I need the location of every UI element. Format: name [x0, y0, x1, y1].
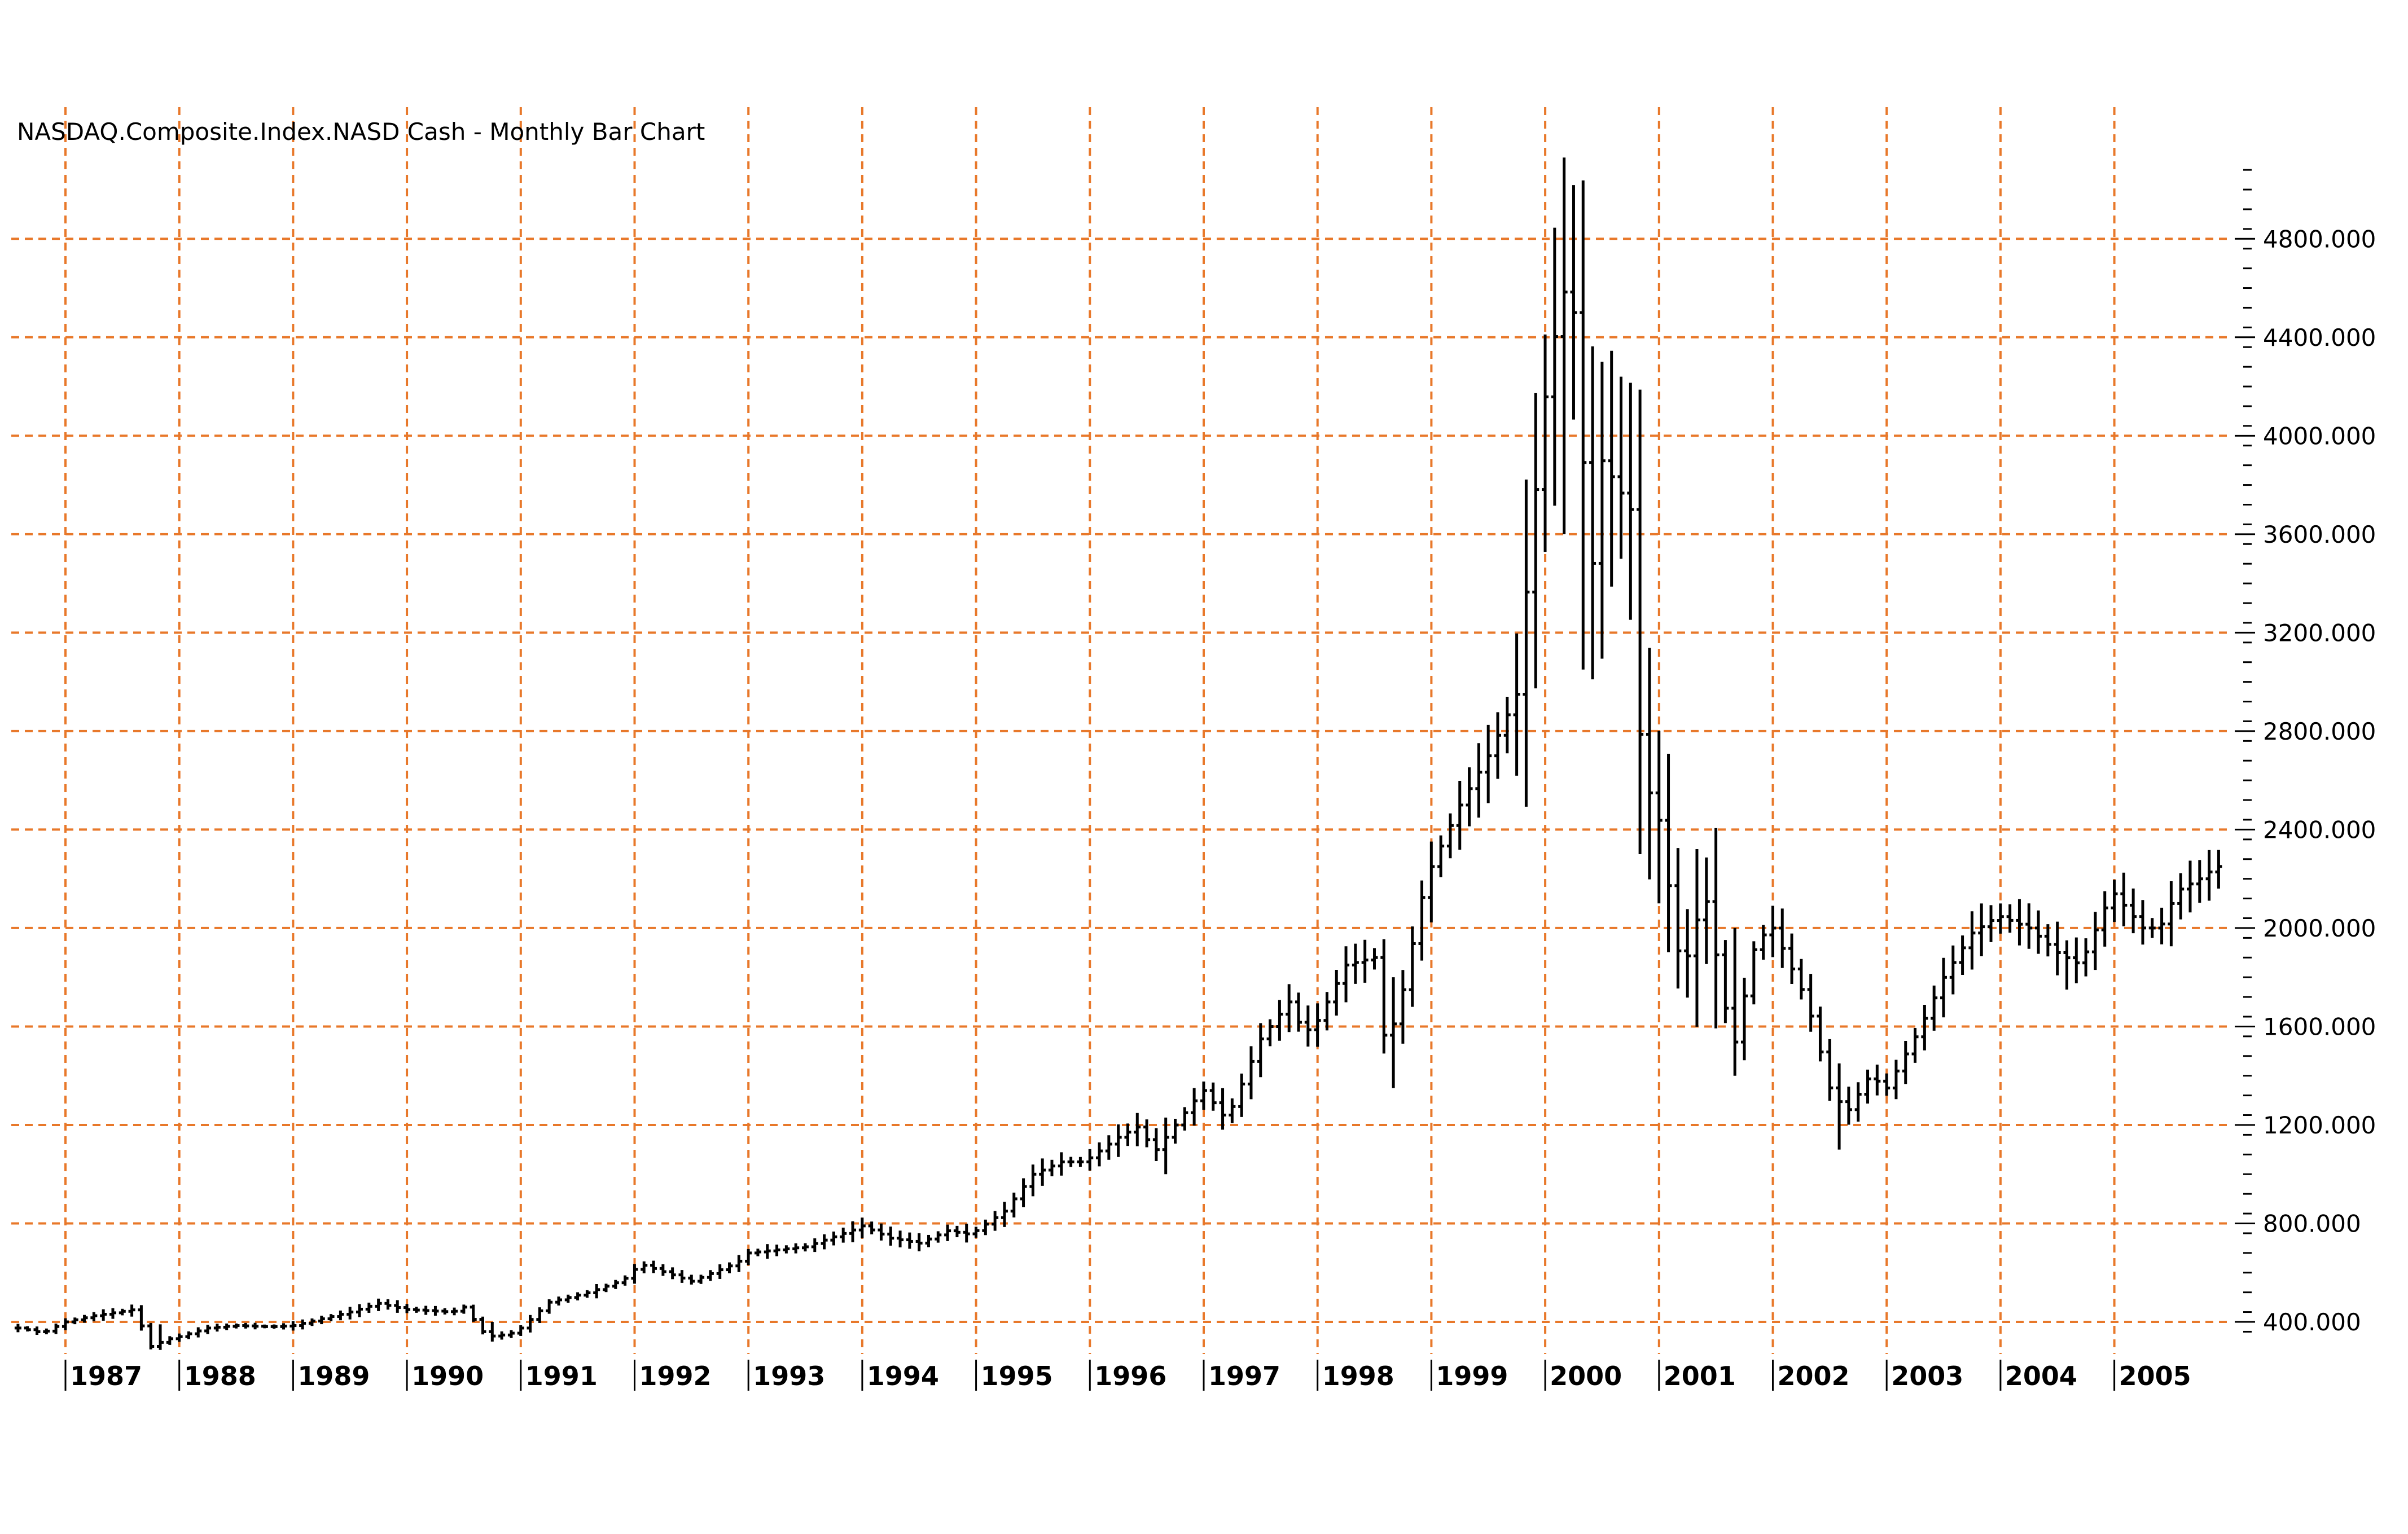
- axes: 400.000 800.000 1200.000 1600.000 2000.000 24…: [64, 169, 2376, 1391]
- y-tick-label: 2000.000: [2263, 915, 2376, 942]
- y-tick-label: 800.000: [2263, 1210, 2361, 1237]
- x-tick-label: 1999: [1436, 1361, 1508, 1391]
- x-tick-label: 1987: [70, 1361, 142, 1391]
- x-tick-label: 2000: [1550, 1361, 1622, 1391]
- x-tick-label: 2001: [1664, 1361, 1736, 1391]
- x-tick-label: 1998: [1322, 1361, 1394, 1391]
- y-tick-label: 3600.000: [2263, 521, 2376, 548]
- x-tick-label: 2004: [2005, 1361, 2077, 1391]
- grid-layer: [11, 107, 2229, 1354]
- y-tick-label: 2400.000: [2263, 816, 2376, 843]
- x-tick-label: 2003: [1891, 1361, 1963, 1391]
- x-tick-label: 2002: [1778, 1361, 1850, 1391]
- chart-title: NASDAQ.Composite.Index.NASD Cash - Month…: [17, 118, 705, 146]
- y-tick-label: 4800.000: [2263, 225, 2376, 253]
- x-tick-label: 1988: [184, 1361, 256, 1391]
- x-tick-label: 1990: [411, 1361, 484, 1391]
- x-tick-label: 1996: [1094, 1361, 1166, 1391]
- x-tick-label: 2005: [2119, 1361, 2191, 1391]
- y-tick-label: 1600.000: [2263, 1013, 2376, 1040]
- ohlc-bars: [14, 157, 2222, 1350]
- y-tick-label: 4400.000: [2263, 324, 2376, 351]
- y-tick-label: 3200.000: [2263, 619, 2376, 647]
- x-tick-label: 1994: [867, 1361, 939, 1391]
- y-tick-label: 400.000: [2263, 1308, 2361, 1336]
- x-tick-label: 1991: [525, 1361, 598, 1391]
- x-tick-label: 1995: [981, 1361, 1053, 1391]
- x-tick-label: 1997: [1208, 1361, 1280, 1391]
- x-tick-label: 1992: [639, 1361, 712, 1391]
- x-tick-label: 1993: [753, 1361, 825, 1391]
- y-tick-label: 1200.000: [2263, 1111, 2376, 1139]
- x-tick-label: 1989: [297, 1361, 370, 1391]
- y-tick-label: 2800.000: [2263, 718, 2376, 745]
- y-tick-label: 4000.000: [2263, 422, 2376, 450]
